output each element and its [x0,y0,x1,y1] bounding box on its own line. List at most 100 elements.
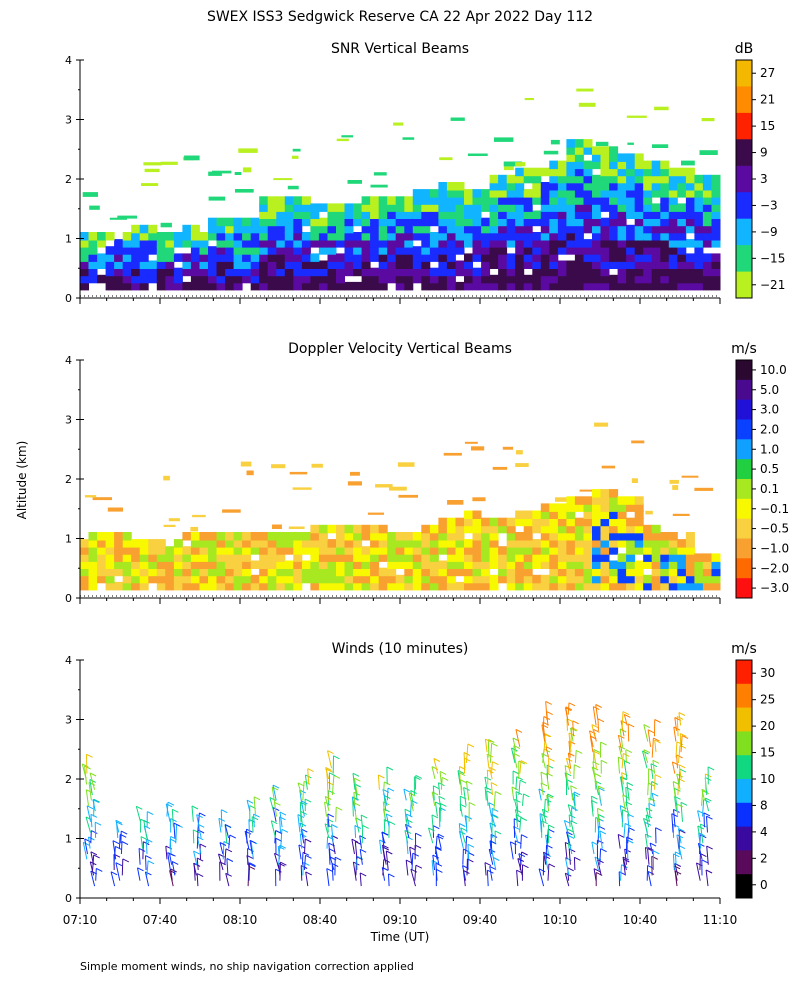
heatmap-cell [472,203,482,212]
heatmap-cell [540,274,550,284]
wind-barb-flag [333,755,340,760]
heatmap-cell [523,246,533,255]
heatmap-cell [506,210,516,219]
colorbar-swatch [736,112,752,140]
wind-barb-flag [305,871,312,876]
heatmap-cell [327,524,337,534]
wind-barb-flag [521,851,528,856]
heatmap-cell [523,281,533,291]
heatmap-cell [293,232,303,241]
heatmap-cell [711,174,721,184]
wind-barb-flag [678,712,686,716]
heatmap-cell [617,524,627,534]
heatmap-cell [651,567,661,577]
heatmap-cell [370,232,380,241]
wind-barb [428,827,434,844]
heatmap-cell [327,203,337,212]
heatmap-cell [412,267,422,277]
wind-barb-flag [436,868,443,873]
wind-barb [621,772,625,785]
colorbar-swatch [736,360,752,381]
heatmap-cell [148,567,158,577]
heatmap-cell [498,182,508,191]
heatmap-cell [225,239,235,248]
wind-barb [297,782,303,796]
heatmap-cell [446,196,456,205]
heatmap-cell [600,189,610,198]
wind-barb [563,820,569,833]
heatmap-cell [370,239,380,248]
heatmap-cell [105,274,115,284]
heatmap-cell [609,174,619,184]
heatmap-cell [318,239,328,248]
heatmap-cell [310,274,320,284]
heatmap-cell [421,560,431,569]
heatmap-cell [284,210,294,219]
wind-barb-flag [490,782,498,787]
heatmap-cell [272,524,282,529]
heatmap-cell [429,581,439,591]
colorbar-tick-label: 0.5 [760,462,779,476]
wind-barb-flag [280,861,287,866]
heatmap-cell [481,196,491,205]
wind-barb-flag [82,763,89,768]
heatmap-cell [677,274,687,284]
heatmap-cell [592,174,601,184]
heatmap-cell [276,253,286,262]
wind-barb [597,814,601,828]
heatmap-cell [626,503,636,512]
wind-barb [621,711,624,731]
colorbar-swatch [736,218,752,246]
heatmap-cell [609,539,619,548]
winds-colorbar-title: m/s [731,641,757,657]
heatmap-cell [574,539,584,548]
wind-barb-flag [89,778,97,783]
wind-barb-flag [406,836,413,841]
heatmap-cell [438,539,448,548]
wind-barb [145,839,148,855]
heatmap-cell [429,546,439,555]
heatmap-cell [429,189,439,198]
heatmap-cell [336,274,345,284]
wind-barb [248,819,251,838]
heatmap-cell [566,210,576,219]
heatmap-cell [631,478,638,483]
heatmap-cell [310,260,320,269]
heatmap-cell [199,539,209,548]
wind-barb [599,830,603,849]
heatmap-cell [395,253,405,262]
wind-barb-flag [249,863,256,868]
wind-barb [299,790,303,806]
heatmap-cell [643,546,653,555]
wind-barb-flag [406,813,413,818]
heatmap-cell [293,196,303,205]
heatmap-cell [310,210,320,219]
wind-barb-flag [707,766,715,771]
wind-barb-flag [86,753,93,758]
heatmap-cell [421,217,431,227]
heatmap-cell [131,239,141,248]
heatmap-cell [626,274,636,284]
wind-barb-flag [540,771,548,776]
wind-barb-flag [522,864,529,869]
heatmap-cell [148,553,158,562]
wind-barb [326,836,329,849]
heatmap-cell [353,560,363,569]
heatmap-cell [361,546,371,555]
heatmap-cell [327,267,337,277]
heatmap-cell [600,510,610,519]
heatmap-cell [609,274,619,284]
heatmap-cell [566,139,576,148]
heatmap-cell [660,281,670,291]
wind-barb [650,763,654,780]
heatmap-cell [242,224,252,234]
wind-barb [113,846,116,865]
wind-barb [437,833,442,849]
heatmap-cell [318,267,328,277]
heatmap-cell [395,267,405,277]
heatmap-cell [122,567,132,577]
heatmap-cell [685,174,695,184]
